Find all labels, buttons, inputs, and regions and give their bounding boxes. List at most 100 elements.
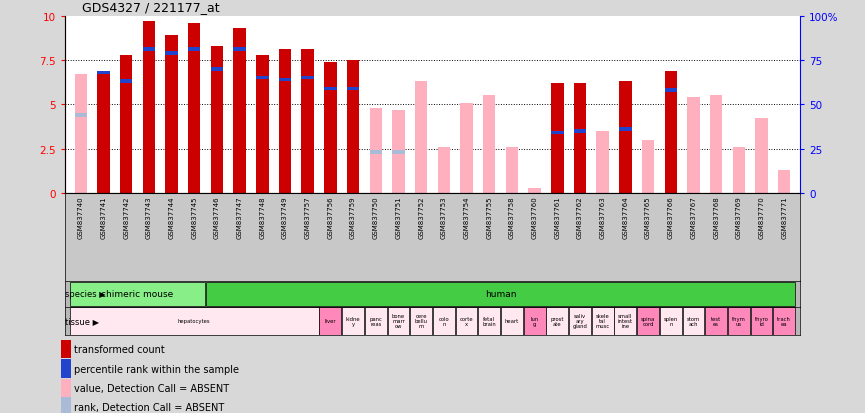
Text: species ▶: species ▶ xyxy=(66,290,106,299)
Bar xyxy=(369,109,382,194)
Text: GSM837755: GSM837755 xyxy=(486,196,492,239)
Bar xyxy=(664,89,677,93)
Bar xyxy=(61,340,71,358)
Bar xyxy=(523,307,546,335)
Bar xyxy=(97,71,110,75)
Bar xyxy=(506,147,518,194)
Text: liver: liver xyxy=(324,319,336,324)
Bar xyxy=(660,307,682,335)
Bar xyxy=(234,48,246,52)
Bar xyxy=(279,50,292,194)
Bar xyxy=(165,52,178,55)
Bar xyxy=(705,307,727,335)
Bar xyxy=(61,379,71,397)
Text: stom
ach: stom ach xyxy=(687,316,700,326)
Bar xyxy=(369,151,382,154)
Bar xyxy=(120,55,132,194)
Bar xyxy=(97,71,110,194)
Text: spina
cord: spina cord xyxy=(641,316,655,326)
Text: GSM837764: GSM837764 xyxy=(623,196,628,239)
Bar xyxy=(74,75,87,194)
Bar xyxy=(728,307,750,335)
Text: bone
marr
ow: bone marr ow xyxy=(392,314,405,329)
Text: hepatocytes: hepatocytes xyxy=(178,319,210,324)
Bar xyxy=(143,22,155,194)
Bar xyxy=(206,282,795,306)
Text: GSM837762: GSM837762 xyxy=(577,196,583,239)
Text: GSM837759: GSM837759 xyxy=(350,196,356,239)
Bar xyxy=(343,307,364,335)
Text: thyro
id: thyro id xyxy=(754,316,768,326)
Bar xyxy=(324,62,336,194)
Text: value, Detection Call = ABSENT: value, Detection Call = ABSENT xyxy=(74,383,229,393)
Bar xyxy=(143,48,155,52)
Text: GSM837765: GSM837765 xyxy=(645,196,651,239)
Bar xyxy=(501,307,522,335)
Text: GSM837742: GSM837742 xyxy=(123,196,129,239)
Bar xyxy=(70,307,318,335)
Text: GSM837744: GSM837744 xyxy=(169,196,175,239)
Bar xyxy=(347,87,359,91)
Bar xyxy=(755,119,768,194)
Text: skele
tal
musc: skele tal musc xyxy=(596,314,610,329)
Bar xyxy=(415,82,427,194)
Bar xyxy=(388,307,409,335)
Text: human: human xyxy=(484,290,516,299)
Text: thym
us: thym us xyxy=(732,316,746,326)
Bar xyxy=(569,307,591,335)
Bar xyxy=(547,307,568,335)
Bar xyxy=(638,307,659,335)
Bar xyxy=(279,78,292,82)
Bar xyxy=(573,84,586,194)
Bar xyxy=(778,171,791,194)
Text: cere
bellu
m: cere bellu m xyxy=(414,314,427,329)
Text: GSM837760: GSM837760 xyxy=(532,196,538,239)
Text: splen
n: splen n xyxy=(663,316,678,326)
Text: tissue ▶: tissue ▶ xyxy=(66,317,99,326)
Bar xyxy=(573,130,586,133)
Bar xyxy=(483,96,496,194)
Text: saliv
ary
gland: saliv ary gland xyxy=(573,314,587,329)
Bar xyxy=(460,103,473,194)
Bar xyxy=(74,114,87,117)
Text: GSM837743: GSM837743 xyxy=(146,196,152,239)
Text: GDS4327 / 221177_at: GDS4327 / 221177_at xyxy=(82,2,220,14)
Text: chimeric mouse: chimeric mouse xyxy=(101,290,174,299)
Bar xyxy=(433,307,455,335)
Bar xyxy=(619,128,631,132)
Bar xyxy=(773,307,795,335)
Bar xyxy=(165,36,178,194)
Text: GSM837768: GSM837768 xyxy=(713,196,719,239)
Text: GSM837757: GSM837757 xyxy=(304,196,311,239)
Bar xyxy=(70,282,205,306)
Bar xyxy=(456,307,477,335)
Bar xyxy=(438,147,450,194)
Bar xyxy=(392,151,405,154)
Text: small
intest
ine: small intest ine xyxy=(618,314,633,329)
Bar xyxy=(324,87,336,91)
Bar xyxy=(319,307,342,335)
Text: corte
x: corte x xyxy=(459,316,473,326)
Bar xyxy=(188,48,201,52)
Text: GSM837754: GSM837754 xyxy=(464,196,470,239)
Text: GSM837758: GSM837758 xyxy=(509,196,515,239)
Bar xyxy=(211,47,223,194)
Bar xyxy=(301,77,314,80)
Text: GSM837767: GSM837767 xyxy=(690,196,696,239)
Bar xyxy=(710,96,722,194)
Text: GSM837766: GSM837766 xyxy=(668,196,674,239)
Bar xyxy=(61,359,71,378)
Bar xyxy=(211,68,223,71)
Bar xyxy=(687,98,700,194)
Text: kidne
y: kidne y xyxy=(346,316,361,326)
Text: GSM837752: GSM837752 xyxy=(418,196,424,239)
Bar xyxy=(664,71,677,194)
Text: GSM837747: GSM837747 xyxy=(237,196,242,239)
Bar xyxy=(614,307,637,335)
Bar xyxy=(529,188,541,194)
Bar xyxy=(120,80,132,84)
Text: colo
n: colo n xyxy=(439,316,449,326)
Text: GSM837741: GSM837741 xyxy=(100,196,106,239)
Text: GSM837771: GSM837771 xyxy=(781,196,787,239)
Text: GSM837753: GSM837753 xyxy=(441,196,447,239)
